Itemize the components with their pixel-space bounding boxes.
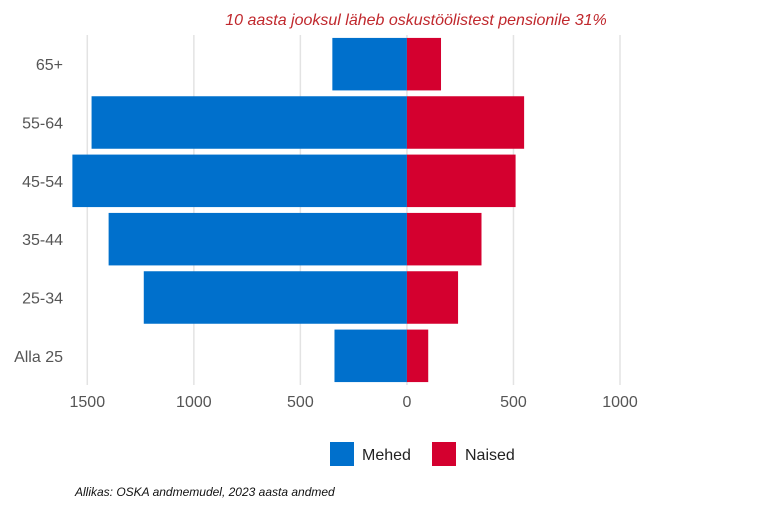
bar-mehed-25-34: [143, 271, 407, 324]
x-axis-labels: 1500 1000 500 0 500 1000: [70, 394, 638, 411]
x-tick-label-5: 1000: [602, 394, 638, 411]
y-tick-label-alla-25: Alla 25: [14, 349, 63, 366]
bar-naised-55-64: [406, 96, 525, 149]
y-tick-label-55-64: 55-64: [22, 116, 63, 133]
bar-naised-35-44: [406, 212, 482, 266]
bar-naised-25-34: [406, 271, 459, 324]
bar-mehed-35-44: [108, 212, 407, 266]
legend-label-naised: Naised: [465, 447, 515, 464]
legend-swatch-naised: [432, 442, 456, 466]
bar-mehed-45-54: [72, 154, 407, 208]
legend-swatch-mehed: [330, 442, 354, 466]
legend-label-mehed: Mehed: [362, 447, 411, 464]
bar-naised-alla-25: [406, 329, 429, 383]
bar-mehed-55-64: [91, 96, 407, 149]
chart-title: 10 aasta jooksul läheb oskustöölistest p…: [225, 12, 607, 29]
bar-naised-65-: [406, 37, 442, 91]
bar-mehed-alla-25: [334, 329, 407, 383]
gridlines: [86, 35, 621, 385]
y-tick-label-65-: 65+: [36, 57, 63, 74]
bars: [72, 37, 525, 383]
bar-naised-45-54: [406, 154, 516, 208]
y-tick-label-35-44: 35-44: [22, 232, 63, 249]
x-tick-label-0: 1500: [70, 394, 106, 411]
y-tick-label-25-34: 25-34: [22, 291, 63, 308]
x-tick-label-1: 1000: [176, 394, 212, 411]
legend: Mehed Naised: [330, 442, 515, 466]
x-tick-label-3: 0: [402, 394, 411, 411]
source-caption: Allikas: OSKA andmemudel, 2023 aasta and…: [74, 485, 335, 499]
bar-mehed-65-: [332, 37, 407, 91]
x-tick-label-4: 500: [500, 394, 527, 411]
y-tick-label-45-54: 45-54: [22, 174, 63, 191]
x-tick-label-2: 500: [287, 394, 314, 411]
y-axis-labels: 65+ 55-64 45-54 35-44 25-34 Alla 25: [14, 57, 63, 366]
